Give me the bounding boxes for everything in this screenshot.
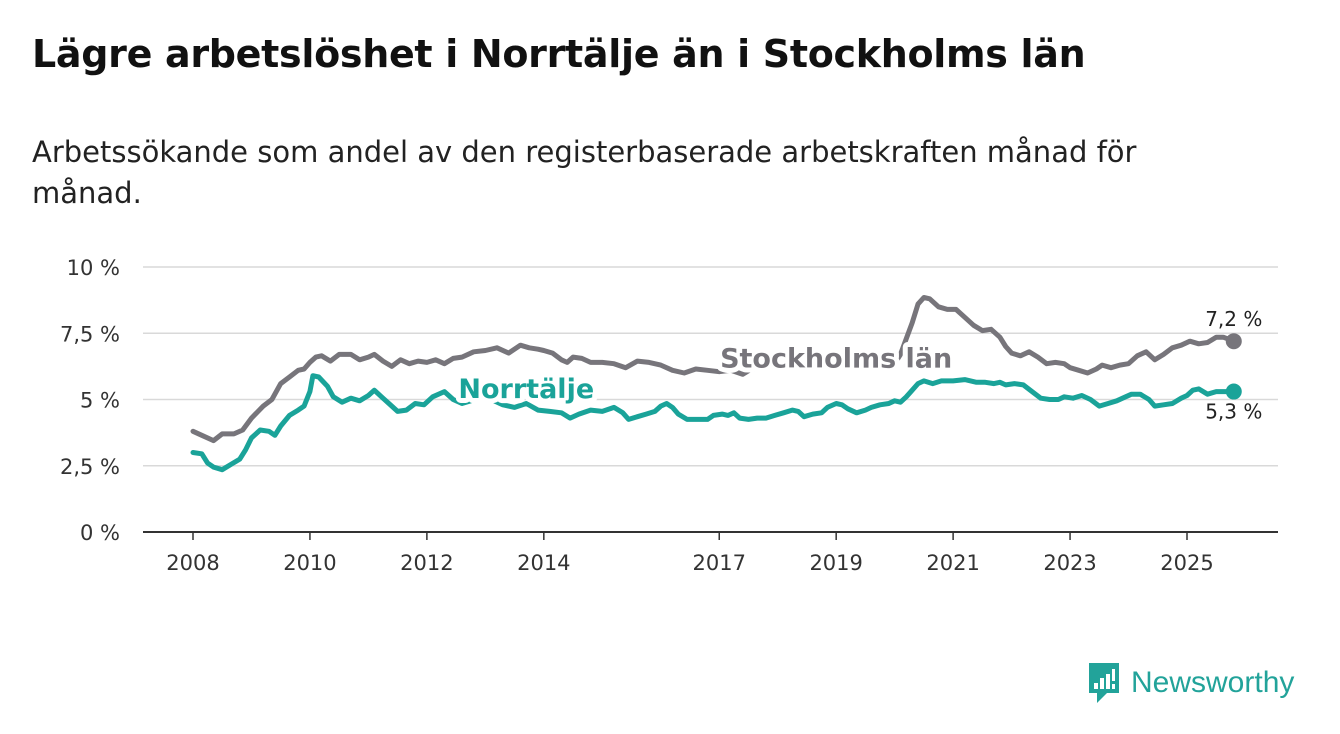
chart-subtitle: Arbetssökande som andel av den registerb… [32, 135, 1137, 211]
x-tick-label: 2014 [517, 551, 570, 575]
brand-logo: Newsworthy [1087, 660, 1294, 706]
x-tick-label: 2010 [283, 551, 336, 575]
brand-name: Newsworthy [1131, 666, 1295, 699]
y-tick-label: 7,5 % [60, 322, 120, 346]
series-lines [190, 295, 1242, 473]
x-tick-label: 2012 [400, 551, 453, 575]
line-chart: 7,2 % 5,3 % Stockholms län Norrtälje 0 % 2,5… [60, 256, 1278, 575]
x-tick-label: 2025 [1160, 551, 1213, 575]
newsworthy-logo-icon [1089, 663, 1119, 703]
y-tick-label: 0 % [80, 521, 120, 545]
y-tick-label: 5 % [80, 389, 120, 413]
axes: 0 % 2,5 % 5 % 7,5 % 10 % 2008 2010 2012 2014 2017… [60, 256, 1278, 575]
x-tick-label: 2008 [166, 551, 219, 575]
series-line-norrtälje [190, 373, 1237, 473]
chart-title: Lägre arbetslöshet i Norrtälje än i Stoc… [32, 32, 1086, 76]
series-end-label: 5,3 % [1205, 400, 1262, 424]
y-tick-label: 2,5 % [60, 455, 120, 479]
series-name-label: Stockholms län [720, 344, 952, 375]
x-tick-label: 2019 [809, 551, 862, 575]
series-line-stockholms-län [190, 295, 1237, 444]
series-end-label: 7,2 % [1205, 307, 1262, 331]
y-tick-label: 10 % [67, 256, 120, 280]
x-tick-label: 2017 [693, 551, 746, 575]
series-labels: 7,2 % 5,3 % Stockholms län Norrtälje [453, 307, 1262, 424]
x-tick-label: 2021 [926, 551, 979, 575]
series-end-point [1225, 333, 1242, 350]
series-end-point [1225, 383, 1242, 400]
series-name-label: Norrtälje [458, 374, 594, 405]
x-tick-label: 2023 [1043, 551, 1096, 575]
